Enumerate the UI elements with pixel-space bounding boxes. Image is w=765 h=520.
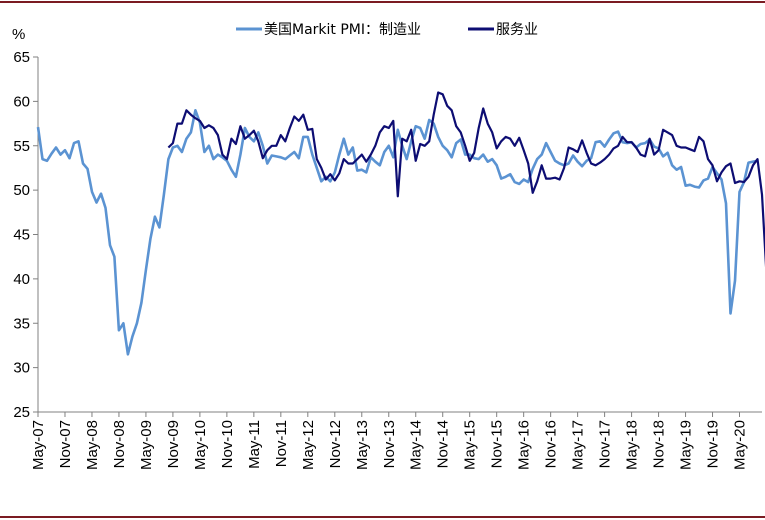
y-tick-label: 60 [13,93,30,110]
x-tick-label: May-16 [516,420,533,470]
x-tick-label: Nov-16 [543,420,560,468]
x-tick-label: May-17 [570,420,587,470]
y-tick-label: 65 [13,49,30,66]
x-axis: May-07 Nov-07 May-08 Nov-08 May-09 Nov-09 May-… [30,411,762,470]
y-tick-label: 35 [13,315,30,332]
x-tick-label: Nov-18 [651,420,668,468]
x-tick-label: May-07 [30,420,47,470]
x-tick-label: Nov-15 [489,420,506,468]
y-axis: 25 30 35 40 45 50 55 60 65 [13,49,39,421]
y-tick-label: 30 [13,360,30,377]
plot-area [36,91,765,356]
x-tick-label: May-12 [300,420,317,470]
y-unit-label: % [12,26,25,43]
x-tick-label: Nov-10 [219,420,236,468]
x-tick-label: May-11 [246,420,263,469]
legend: 美国Markit PMI：制造业 服务业 [236,22,538,38]
x-tick-label: May-09 [138,420,155,470]
x-tick-label: May-19 [678,420,695,470]
x-tick-label: Nov-09 [165,420,182,468]
x-tick-label: May-20 [732,420,749,470]
y-tick-label: 40 [13,271,30,288]
x-tick-label: Nov-08 [111,420,128,468]
x-tick-label: May-13 [354,420,371,470]
legend-label-services: 服务业 [496,22,538,38]
x-tick-label: Nov-13 [381,420,398,468]
legend-label-manufacturing: 美国Markit PMI：制造业 [264,22,421,38]
x-tick-label: Nov-07 [57,420,74,468]
x-tick-label: May-08 [84,420,101,470]
x-tick-label: May-15 [462,420,479,470]
x-tick-label: May-10 [192,420,209,470]
y-tick-label: 55 [13,138,30,155]
y-tick-label: 50 [13,182,30,199]
x-tick-label: Nov-11 [273,420,290,467]
x-tick-label: May-18 [624,420,641,470]
x-tick-label: Nov-12 [327,420,344,468]
services-pmi-line [167,91,765,268]
manufacturing-pmi-line [36,109,758,356]
x-tick-label: Nov-14 [435,420,452,468]
x-tick-label: Nov-19 [705,420,722,468]
x-tick-label: Nov-17 [597,420,614,468]
x-tick-label: May-14 [408,420,425,470]
y-tick-label: 45 [13,227,30,244]
y-tick-label: 25 [13,404,30,421]
